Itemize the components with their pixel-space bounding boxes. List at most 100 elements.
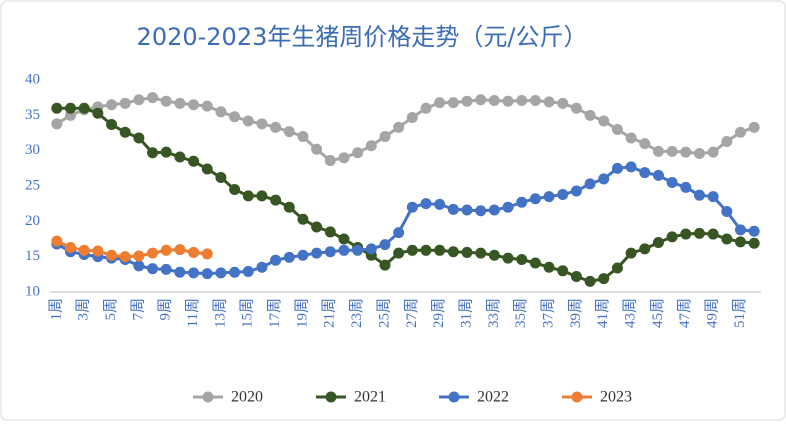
data-point [461,204,473,216]
data-point [119,97,131,109]
data-point [475,94,487,106]
data-point [92,245,104,257]
data-point [174,97,186,109]
legend-label: 2023 [600,389,632,406]
data-point [119,251,131,263]
x-tick-label: 17周 [266,298,283,328]
data-point [133,94,145,106]
data-point [748,237,760,249]
data-point [570,270,582,282]
data-point [188,267,200,279]
y-tick-label: 15 [25,248,40,264]
data-point [529,94,541,106]
x-tick-label: 37周 [540,298,557,328]
y-tick-label: 30 [25,142,40,158]
data-point [420,244,432,256]
x-tick-label: 27周 [403,298,420,328]
data-point [543,191,555,203]
data-point [584,178,596,190]
data-point [529,193,541,205]
data-point [557,188,569,200]
legend-label: 2022 [477,389,509,406]
data-point [707,228,719,240]
data-point [516,196,528,208]
y-tick-label: 20 [25,213,40,229]
x-tick-label: 29周 [430,298,447,328]
x-tick-label: 19周 [293,298,310,328]
data-point [188,155,200,167]
data-point [229,184,241,196]
series-line [56,96,755,163]
data-point [379,259,391,271]
data-point [625,132,637,144]
data-point [229,266,241,278]
data-point [188,99,200,111]
y-tick-label: 35 [25,107,40,123]
data-point [748,225,760,237]
legend-swatch-marker [202,391,214,403]
data-point [201,248,213,260]
data-point [406,244,418,256]
data-point [379,239,391,251]
data-point [721,135,733,147]
data-point [311,143,323,155]
data-point [406,111,418,123]
data-point [475,205,487,217]
data-point [147,147,159,159]
x-tick-label: 41周 [594,298,611,328]
data-point [461,95,473,107]
data-point [570,185,582,197]
data-point [338,152,350,164]
data-point [256,118,268,130]
data-point [680,181,692,193]
data-point [488,94,500,106]
data-point [311,221,323,233]
data-point [160,95,172,107]
data-point [242,190,254,202]
data-point [611,123,623,135]
data-point [393,227,405,239]
x-tick-label: 11周 [184,298,201,327]
data-point [65,241,77,253]
data-point [598,115,610,127]
data-point [133,132,145,144]
y-tick-label: 10 [25,283,40,299]
data-point [174,244,186,256]
data-point [283,126,295,138]
x-tick-label: 49周 [704,298,721,328]
data-point [147,263,159,275]
data-point [283,201,295,213]
legend-swatch-marker [571,391,583,403]
data-point [447,203,459,215]
x-tick-label: 21周 [321,298,338,328]
data-point [557,265,569,277]
data-point [242,115,254,127]
x-tick-label: 25周 [375,298,392,328]
data-point [652,145,664,157]
data-point [625,161,637,173]
x-tick-label: 3周 [75,298,92,321]
data-point [488,204,500,216]
data-point [734,126,746,138]
data-point [324,226,336,238]
data-point [611,262,623,274]
data-point [707,191,719,203]
data-point [693,147,705,159]
data-point [324,155,336,167]
data-point [352,244,364,256]
data-point [352,147,364,159]
data-point [502,95,514,107]
data-point [133,250,145,262]
data-point [338,233,350,245]
data-point [639,243,651,255]
data-point [65,102,77,114]
data-point [201,100,213,112]
data-point [625,247,637,259]
data-point [106,119,118,131]
data-point [680,228,692,240]
series-line [56,165,755,276]
data-point [297,249,309,261]
data-point [242,266,254,278]
data-point [283,251,295,263]
